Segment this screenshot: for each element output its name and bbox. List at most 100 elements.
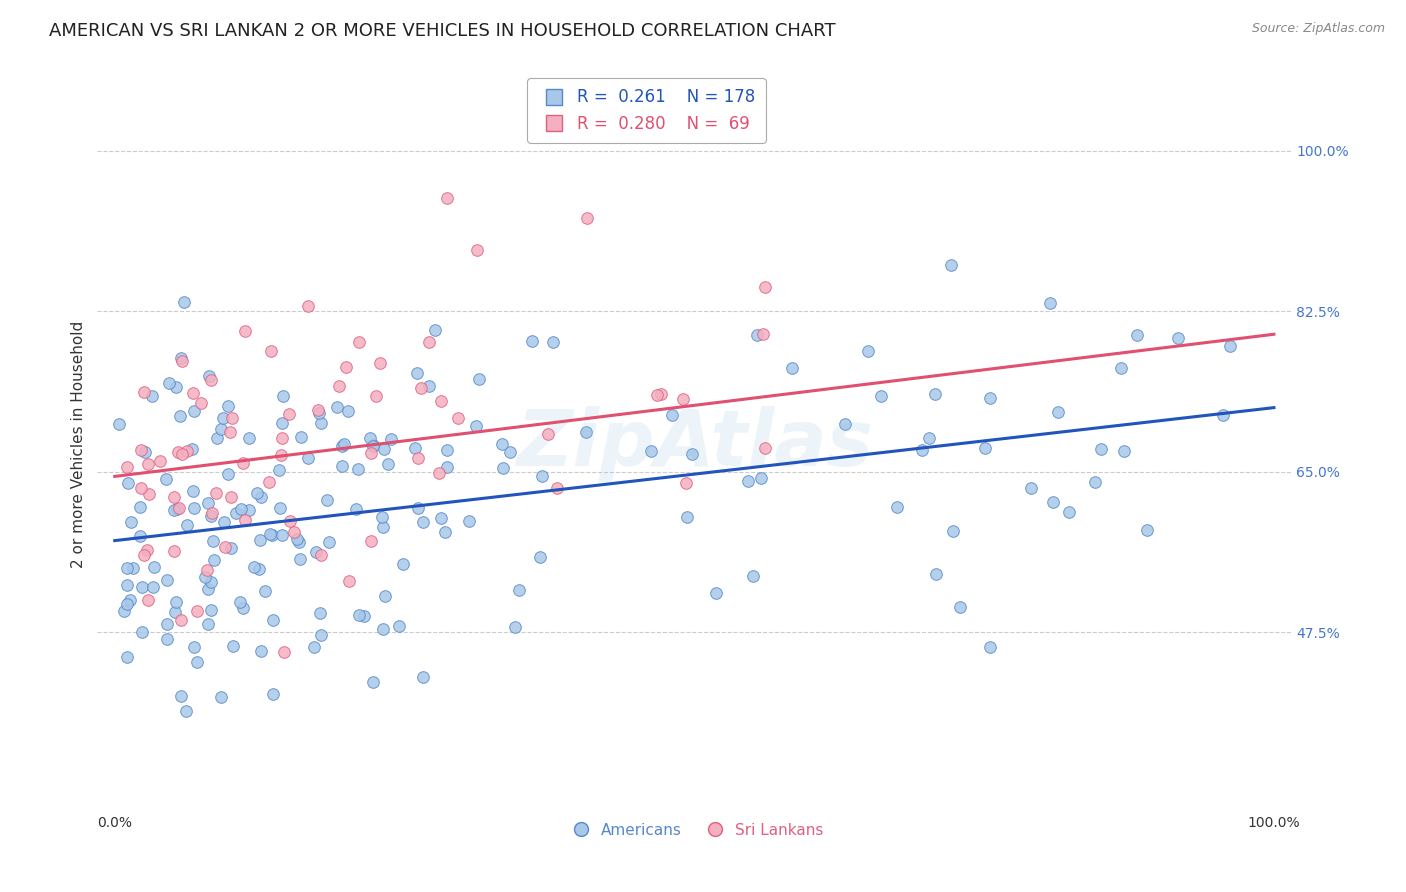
Point [1019, 481, 1042, 495]
Point [233, 324, 256, 338]
Point [536, 426, 558, 441]
Point [209, 690, 232, 705]
Point [138, 487, 160, 501]
Point [780, 361, 803, 376]
Point [114, 604, 136, 618]
Point [754, 280, 776, 294]
Point [1039, 296, 1062, 310]
Point [374, 589, 396, 603]
Point [423, 323, 446, 337]
Point [201, 534, 224, 549]
Point [498, 444, 520, 458]
Point [183, 404, 205, 418]
Point [335, 359, 357, 374]
Text: AMERICAN VS SRI LANKAN 2 OR MORE VEHICLES IN HOUSEHOLD CORRELATION CHART: AMERICAN VS SRI LANKAN 2 OR MORE VEHICLE… [49, 22, 835, 40]
Point [363, 439, 385, 453]
Point [412, 670, 434, 684]
Point [156, 616, 179, 631]
Point [115, 577, 138, 591]
Point [672, 392, 695, 407]
Point [285, 532, 308, 546]
Point [170, 613, 193, 627]
Point [297, 450, 319, 465]
Point [134, 444, 156, 458]
Point [141, 389, 163, 403]
Point [197, 617, 219, 632]
Point [754, 441, 776, 455]
Point [131, 580, 153, 594]
Point [676, 510, 699, 524]
Point [465, 244, 488, 258]
Point [214, 540, 236, 554]
Legend: Americans, Sri Lankans: Americans, Sri Lankans [560, 817, 830, 844]
Point [129, 443, 152, 458]
Point [270, 417, 292, 431]
Point [418, 378, 440, 392]
Point [309, 548, 332, 562]
Point [131, 624, 153, 639]
Point [751, 327, 773, 342]
Point [207, 431, 229, 445]
Point [235, 513, 257, 527]
Point [364, 389, 387, 403]
Point [108, 417, 131, 431]
Point [336, 403, 359, 417]
Point [122, 561, 145, 575]
Point [217, 399, 239, 413]
Point [942, 524, 965, 538]
Point [373, 622, 395, 636]
Point [209, 422, 232, 436]
Point [347, 462, 370, 476]
Point [132, 548, 155, 562]
Point [353, 608, 375, 623]
Point [418, 334, 440, 349]
Point [1047, 405, 1070, 419]
Point [166, 502, 188, 516]
Point [330, 458, 353, 473]
Point [271, 432, 294, 446]
Point [163, 544, 186, 558]
Point [262, 687, 284, 701]
Point [404, 442, 426, 456]
Point [163, 605, 186, 619]
Point [221, 541, 243, 556]
Point [288, 552, 311, 566]
Point [186, 604, 208, 618]
Point [1136, 523, 1159, 537]
Point [337, 574, 360, 588]
Point [242, 560, 264, 574]
Point [377, 457, 399, 471]
Point [197, 369, 219, 384]
Point [1219, 339, 1241, 353]
Point [576, 211, 599, 225]
Point [436, 191, 458, 205]
Point [183, 640, 205, 655]
Point [201, 506, 224, 520]
Y-axis label: 2 or more Vehicles in Household: 2 or more Vehicles in Household [72, 321, 86, 568]
Point [176, 518, 198, 533]
Point [925, 567, 948, 582]
Point [371, 510, 394, 524]
Point [491, 437, 513, 451]
Text: ZipAtlas: ZipAtlas [516, 407, 873, 483]
Point [142, 580, 165, 594]
Point [129, 500, 152, 514]
Point [886, 500, 908, 514]
Point [406, 451, 429, 466]
Text: Source: ZipAtlas.com: Source: ZipAtlas.com [1251, 22, 1385, 36]
Point [278, 407, 301, 421]
Point [304, 544, 326, 558]
Point [429, 467, 451, 481]
Point [360, 534, 382, 549]
Point [464, 418, 486, 433]
Point [645, 388, 668, 402]
Point [229, 502, 252, 516]
Point [330, 439, 353, 453]
Point [253, 583, 276, 598]
Point [180, 442, 202, 457]
Point [172, 447, 194, 461]
Point [167, 444, 190, 458]
Point [273, 645, 295, 659]
Point [749, 471, 772, 485]
Point [173, 295, 195, 310]
